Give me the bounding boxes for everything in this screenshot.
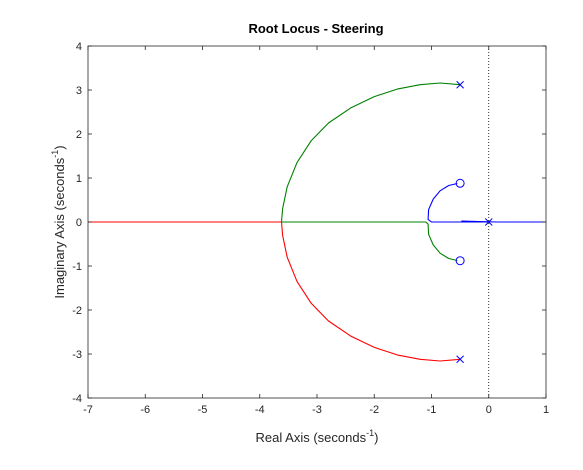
x-tick-label: -4 [255, 404, 265, 416]
x-axis-label-sup: -1 [366, 428, 374, 438]
y-tick-label: -4 [72, 393, 82, 405]
x-axis-label-text: Real Axis (seconds [256, 430, 367, 445]
zero-marker-2 [455, 256, 465, 266]
pole-marker-stroke-b [484, 218, 493, 226]
x-axis-label: Real Axis (seconds-1) [256, 428, 379, 445]
locus-branch-2 [461, 220, 546, 223]
y-tick-label: 0 [76, 217, 82, 229]
locus-branches [88, 82, 546, 362]
x-tick-label: -3 [312, 404, 322, 416]
pole-marker-3 [484, 218, 493, 226]
y-tick-label: 3 [76, 85, 82, 97]
y-tick-label: -1 [72, 261, 82, 273]
y-tick-label: 4 [76, 41, 82, 53]
x-tick-label: 0 [486, 404, 492, 416]
x-tick-label: -7 [83, 404, 93, 416]
x-axis-label-suffix: ) [374, 430, 378, 445]
pole-marker-2 [456, 355, 464, 364]
y-axis-label-sup: -1 [50, 150, 60, 158]
pole-marker-stroke-b [456, 355, 464, 364]
locus-branch-6 [280, 221, 461, 362]
y-tick-label: 1 [76, 173, 82, 185]
x-tick-label: -1 [427, 404, 437, 416]
y-axis-label-suffix: ) [52, 145, 67, 149]
y-tick-label: 2 [76, 129, 82, 141]
zero-marker-1 [455, 178, 465, 188]
x-tick-label: -5 [198, 404, 208, 416]
y-tick-label: -3 [72, 349, 82, 361]
y-axis-label-text: Imaginary Axis (seconds [52, 157, 67, 298]
y-axis-label: Imaginary Axis (seconds-1) [50, 145, 67, 298]
x-tick-label: 1 [543, 404, 549, 416]
axis-ticks: -7 -6 -5 -4 -3 -2 -1 0 1 -4 -3 -2 -1 0 1 2 3 4 [72, 41, 549, 416]
locus-branch-3 [280, 82, 461, 223]
x-tick-label: -6 [140, 404, 150, 416]
x-tick-label: -2 [369, 404, 379, 416]
locus-branch-1 [427, 182, 489, 223]
pole-zero-markers [455, 80, 493, 364]
plot-area: -7 -6 -5 -4 -3 -2 -1 0 1 -4 -3 -2 -1 0 1 2 3 4 [72, 41, 549, 416]
pole-marker-stroke-b [456, 80, 464, 89]
y-tick-label: -2 [72, 305, 82, 317]
locus-branch-4 [281, 221, 458, 262]
pole-marker-1 [456, 80, 464, 89]
chart-title: Root Locus - Steering [248, 21, 383, 36]
